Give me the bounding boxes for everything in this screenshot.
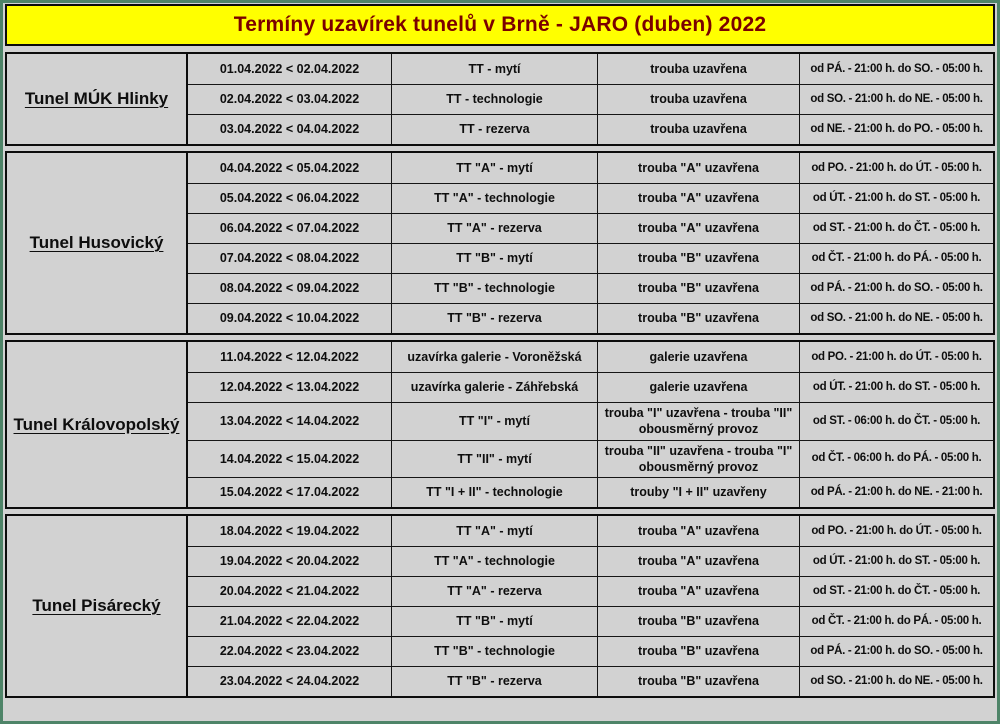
- task-cell: TT "B" - mytí: [391, 243, 597, 273]
- status-cell: trouba "A" uzavřena: [597, 516, 799, 546]
- status-cell: trouba "A" uzavřena: [597, 576, 799, 606]
- time-cell: od ST. - 21:00 h. do ČT. - 05:00 h.: [799, 576, 993, 606]
- time-cell: od ÚT. - 21:00 h. do ST. - 05:00 h.: [799, 546, 993, 576]
- time-cell: od ČT. - 21:00 h. do PÁ. - 05:00 h.: [799, 243, 993, 273]
- task-cell: uzavírka galerie - Záhřebská: [391, 372, 597, 402]
- status-cell: trouba "A" uzavřena: [597, 183, 799, 213]
- date-range-cell: 14.04.2022 < 15.04.2022: [188, 439, 391, 478]
- task-cell: uzavírka galerie - Voroněžská: [391, 342, 597, 372]
- status-cell: trouba uzavřena: [597, 84, 799, 114]
- status-cell: galerie uzavřena: [597, 342, 799, 372]
- date-range-cell: 09.04.2022 < 10.04.2022: [188, 303, 391, 333]
- task-cell: TT "B" - rezerva: [391, 303, 597, 333]
- time-cell: od NE. - 21:00 h. do PO. - 05:00 h.: [799, 114, 993, 144]
- task-cell: TT "A" - rezerva: [391, 576, 597, 606]
- tunnel-table: Tunel MÚK Hlinky 01.04.2022 < 02.04.2022 T…: [5, 52, 995, 698]
- time-cell: od SO. - 21:00 h. do NE. - 05:00 h.: [799, 303, 993, 333]
- status-cell: trouba uzavřena: [597, 114, 799, 144]
- time-cell: od PO. - 21:00 h. do ÚT. - 05:00 h.: [799, 516, 993, 546]
- task-cell: TT - rezerva: [391, 114, 597, 144]
- status-cell: trouba "B" uzavřena: [597, 606, 799, 636]
- time-cell: od PÁ. - 21:00 h. do SO. - 05:00 h.: [799, 636, 993, 666]
- date-range-cell: 03.04.2022 < 04.04.2022: [188, 114, 391, 144]
- status-cell: trouby "I + II" uzavřeny: [597, 477, 799, 507]
- status-cell: trouba "B" uzavřena: [597, 273, 799, 303]
- status-cell: trouba "B" uzavřena: [597, 666, 799, 696]
- time-cell: od PÁ. - 21:00 h. do SO. - 05:00 h.: [799, 273, 993, 303]
- date-range-cell: 06.04.2022 < 07.04.2022: [188, 213, 391, 243]
- date-range-cell: 07.04.2022 < 08.04.2022: [188, 243, 391, 273]
- tunnel-name: Tunel Pisárecký: [7, 516, 188, 696]
- status-cell: trouba "B" uzavřena: [597, 303, 799, 333]
- time-cell: od ST. - 21:00 h. do ČT. - 05:00 h.: [799, 213, 993, 243]
- date-range-cell: 08.04.2022 < 09.04.2022: [188, 273, 391, 303]
- time-cell: od PÁ. - 21:00 h. do NE. - 21:00 h.: [799, 477, 993, 507]
- date-range-cell: 20.04.2022 < 21.04.2022: [188, 576, 391, 606]
- date-range-cell: 18.04.2022 < 19.04.2022: [219, 523, 360, 538]
- date-range-cell: 22.04.2022 < 23.04.2022: [188, 636, 391, 666]
- task-cell: TT "A" - mytí: [391, 516, 597, 546]
- tunnel-section: Tunel Husovický 04.04.2022 < 05.04.2022 TT…: [5, 151, 995, 335]
- date-range-cell: 05.04.2022 < 06.04.2022: [188, 183, 391, 213]
- date-range-cell: 01.04.2022 < 02.04.2022: [219, 61, 360, 76]
- time-cell: od ČT. - 21:00 h. do PÁ. - 05:00 h.: [799, 606, 993, 636]
- status-cell: trouba uzavřena: [597, 54, 799, 84]
- date-range-cell: 02.04.2022 < 03.04.2022: [188, 84, 391, 114]
- status-cell: galerie uzavřena: [597, 372, 799, 402]
- task-cell: TT "B" - technologie: [391, 636, 597, 666]
- task-cell: TT - mytí: [391, 54, 597, 84]
- time-cell: od PO. - 21:00 h. do ÚT. - 05:00 h.: [799, 153, 993, 183]
- task-cell: TT "B" - mytí: [391, 606, 597, 636]
- date-range-cell: 21.04.2022 < 22.04.2022: [188, 606, 391, 636]
- status-cell: trouba "B" uzavřena: [597, 243, 799, 273]
- date-range-cell: 13.04.2022 < 14.04.2022: [188, 402, 391, 440]
- task-cell: TT "I" - mytí: [391, 402, 597, 440]
- tunnel-name: Tunel Husovický: [7, 153, 188, 333]
- task-cell: TT "B" - technologie: [391, 273, 597, 303]
- task-cell: TT - technologie: [391, 84, 597, 114]
- tunnel-section: Tunel Pisárecký 18.04.2022 < 19.04.2022 TT…: [5, 514, 995, 698]
- time-cell: od ST. - 06:00 h. do ČT. - 05:00 h.: [799, 402, 993, 440]
- task-cell: TT "A" - technologie: [391, 546, 597, 576]
- time-cell: od ČT. - 06:00 h. do PÁ. - 05:00 h.: [799, 439, 993, 477]
- status-cell: trouba "A" uzavřena: [597, 153, 799, 183]
- task-cell: TT "B" - rezerva: [391, 666, 597, 696]
- status-cell: trouba "I" uzavřena - trouba "II" obousm…: [597, 402, 799, 440]
- tunnel-name: Tunel Královopolský: [7, 342, 188, 507]
- task-cell: TT "A" - mytí: [391, 153, 597, 183]
- time-cell: od SO. - 21:00 h. do NE. - 05:00 h.: [799, 666, 993, 696]
- task-cell: TT "A" - rezerva: [391, 213, 597, 243]
- date-range-cell: 19.04.2022 < 20.04.2022: [188, 546, 391, 576]
- date-range-cell: 23.04.2022 < 24.04.2022: [188, 666, 391, 696]
- tunnel-name: Tunel MÚK Hlinky: [7, 54, 188, 144]
- date-range-cell: 12.04.2022 < 13.04.2022: [188, 372, 391, 402]
- task-cell: TT "A" - technologie: [391, 183, 597, 213]
- task-cell: TT "I + II" - technologie: [391, 477, 597, 507]
- time-cell: od PO. - 21:00 h. do ÚT. - 05:00 h.: [799, 342, 993, 372]
- status-cell: trouba "B" uzavřena: [597, 636, 799, 666]
- task-cell: TT "II" - mytí: [391, 439, 597, 477]
- status-cell: trouba "II" uzavřena - trouba "I" obousm…: [597, 439, 799, 477]
- time-cell: od SO. - 21:00 h. do NE. - 05:00 h.: [799, 84, 993, 114]
- time-cell: od ÚT. - 21:00 h. do ST. - 05:00 h.: [799, 183, 993, 213]
- status-cell: trouba "A" uzavřena: [597, 213, 799, 243]
- time-cell: od ÚT. - 21:00 h. do ST. - 05:00 h.: [799, 372, 993, 402]
- date-range-cell: 11.04.2022 < 12.04.2022: [220, 349, 359, 364]
- status-cell: trouba "A" uzavřena: [597, 546, 799, 576]
- tunnel-section: Tunel Královopolský 11.04.2022 < 12.04.20…: [5, 340, 995, 509]
- page-title: Termíny uzavírek tunelů v Brně - JARO (d…: [5, 4, 995, 46]
- time-cell: od PÁ. - 21:00 h. do SO. - 05:00 h.: [799, 54, 993, 84]
- date-range-cell: 04.04.2022 < 05.04.2022: [219, 160, 360, 175]
- date-range-cell: 15.04.2022 < 17.04.2022: [188, 477, 391, 507]
- tunnel-section: Tunel MÚK Hlinky 01.04.2022 < 02.04.2022 T…: [5, 52, 995, 146]
